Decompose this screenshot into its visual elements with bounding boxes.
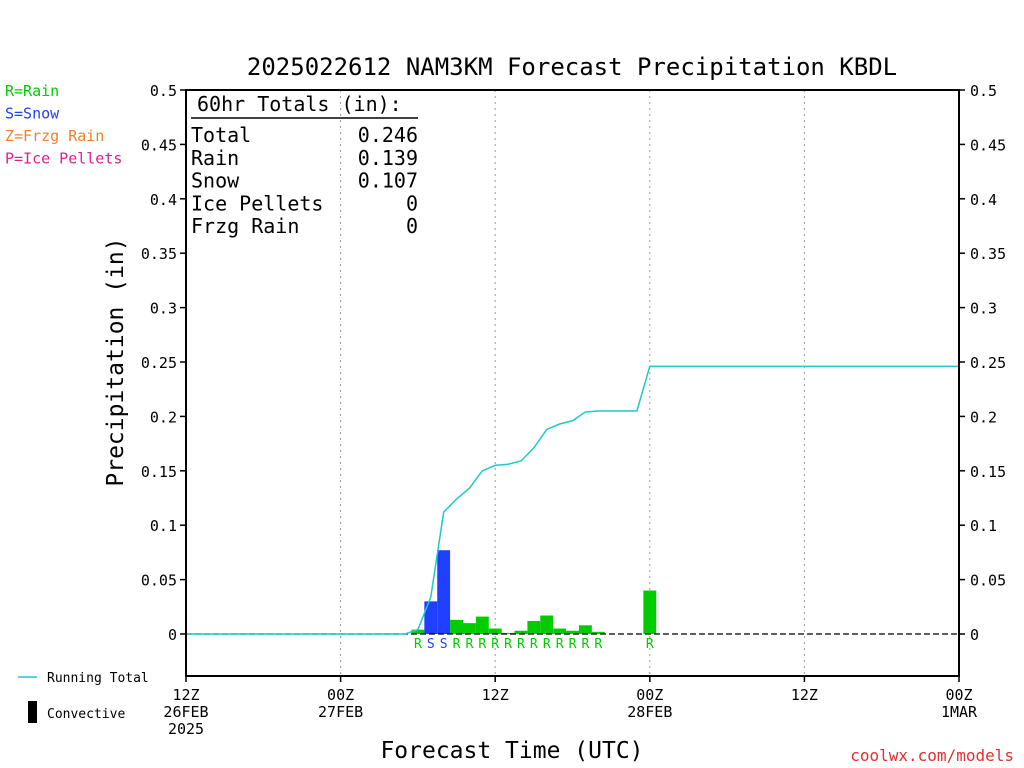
grid-lines: [340, 90, 805, 676]
y-tick-label-right: 0.15: [970, 463, 1006, 481]
y-axis-left: 0 0.05 0.1 0.15 0.2 0.25 0.3 0.35 0.4 0.45 0.5: [141, 82, 186, 644]
y-tick-label: 0.35: [141, 245, 177, 263]
precip-type-label: R: [543, 637, 551, 652]
x-tick-label: 28FEB: [627, 703, 672, 721]
y-tick-label-right: 0.35: [970, 245, 1006, 263]
precip-bar: [578, 625, 592, 634]
x-tick-label: 12Z: [172, 686, 199, 704]
precip-bar: [424, 601, 438, 634]
totals-row-label: Frzg Rain: [191, 214, 299, 238]
totals-row-value: 0.107: [358, 169, 418, 193]
y-tick-label: 0.5: [150, 82, 177, 100]
totals-row-value: 0.139: [358, 146, 418, 170]
totals-row-label: Snow: [191, 169, 240, 193]
y-tick-label: 0.15: [141, 463, 177, 481]
precip-type-label: R: [466, 637, 474, 652]
totals-row-label: Rain: [191, 146, 239, 170]
precip-type-label: R: [453, 637, 461, 652]
y-tick-label: 0: [168, 626, 177, 644]
totals-row-label: Total: [191, 123, 251, 147]
precip-type-label: R: [581, 637, 589, 652]
precip-type-legend-item: P=Ice Pellets: [5, 150, 122, 168]
precip-type-label: R: [478, 637, 486, 652]
totals-heading: 60hr Totals (in):: [197, 92, 402, 116]
precip-type-legend-item: R=Rain: [5, 82, 59, 100]
y-tick-label-right: 0.05: [970, 572, 1006, 590]
precip-type-label: R: [517, 637, 525, 652]
totals-row-value: 0.246: [358, 123, 418, 147]
y-tick-label: 0.2: [150, 408, 177, 426]
precip-bar: [591, 631, 605, 634]
precip-bar: [643, 590, 657, 634]
precip-bar: [411, 629, 425, 634]
precip-type-legend: R=Rain S=Snow Z=Frzg Rain P=Ice Pellets: [5, 82, 122, 168]
totals-row-label: Ice Pellets: [191, 191, 323, 215]
running-total-line: [186, 365, 959, 635]
line-legend: Running Total Convective: [18, 671, 149, 723]
totals-row-value: 0: [406, 191, 418, 215]
precip-bar: [475, 616, 489, 634]
x-tick-label: 12Z: [482, 686, 509, 704]
x-tick-label: 2025: [168, 720, 204, 738]
totals-row-value: 0: [406, 214, 418, 238]
precip-type-label: R: [569, 637, 577, 652]
precip-type-label: R: [646, 637, 654, 652]
precip-type-label: R: [414, 637, 422, 652]
y-axis-right: 0 0.05 0.1 0.15 0.2 0.25 0.3 0.35 0.4 0.45 0.5: [959, 82, 1006, 644]
precip-bar: [462, 623, 476, 634]
precip-bar: [540, 615, 554, 634]
convective-legend-label: Convective: [47, 707, 125, 722]
y-tick-label: 0.45: [141, 136, 177, 154]
x-axis-label: Forecast Time (UTC): [380, 738, 643, 764]
precip-type-legend-item: Z=Frzg Rain: [5, 127, 104, 145]
precip-bar: [514, 630, 528, 634]
y-tick-label: 0.3: [150, 300, 177, 318]
precip-bar: [488, 628, 502, 634]
y-tick-label-right: 0.45: [970, 136, 1006, 154]
y-tick-label-right: 0.4: [970, 191, 997, 209]
precip-bars: [411, 550, 657, 634]
x-tick-label: 26FEB: [163, 703, 208, 721]
precip-type-label: R: [491, 637, 499, 652]
chart-title: 2025022612 NAM3KM Forecast Precipitation…: [247, 53, 897, 81]
x-tick-label: 00Z: [636, 686, 663, 704]
y-tick-label: 0.4: [150, 191, 177, 209]
x-tick-label: 00Z: [945, 686, 972, 704]
y-tick-label-right: 0.25: [970, 354, 1006, 372]
precip-type-label: R: [504, 637, 512, 652]
precip-bar: [553, 628, 567, 634]
x-tick-label: 12Z: [791, 686, 818, 704]
x-tick-label: 27FEB: [318, 703, 363, 721]
plot-frame: [185, 89, 960, 677]
precip-type-legend-item: S=Snow: [5, 105, 60, 123]
precip-type-label: S: [427, 637, 435, 652]
precip-type-label: R: [594, 637, 602, 652]
precip-bar: [437, 550, 451, 634]
y-tick-label: 0.1: [150, 517, 177, 535]
y-tick-label: 0.25: [141, 354, 177, 372]
x-tick-label: 1MAR: [941, 703, 978, 721]
y-tick-label-right: 0: [970, 626, 979, 644]
y-axis-label: Precipitation (in): [103, 237, 129, 486]
totals-box: 60hr Totals (in): Total 0.246 Rain 0.139 Sno…: [191, 92, 418, 238]
convective-legend-swatch: [28, 701, 37, 723]
y-tick-label-right: 0.5: [970, 82, 997, 100]
y-tick-label-right: 0.1: [970, 517, 997, 535]
precip-type-label: R: [530, 637, 538, 652]
precip-bar: [527, 620, 541, 634]
y-tick-label: 0.05: [141, 572, 177, 590]
x-tick-label: 00Z: [327, 686, 354, 704]
precip-type-label: R: [556, 637, 564, 652]
source-credit: coolwx.com/models: [850, 746, 1014, 765]
precip-bar: [566, 630, 579, 634]
y-tick-label-right: 0.3: [970, 300, 997, 318]
running-total-legend-label: Running Total: [47, 671, 149, 686]
precip-type-label: S: [440, 637, 448, 652]
y-tick-label-right: 0.2: [970, 408, 997, 426]
precip-bar: [501, 632, 515, 634]
precip-bar: [450, 619, 463, 634]
